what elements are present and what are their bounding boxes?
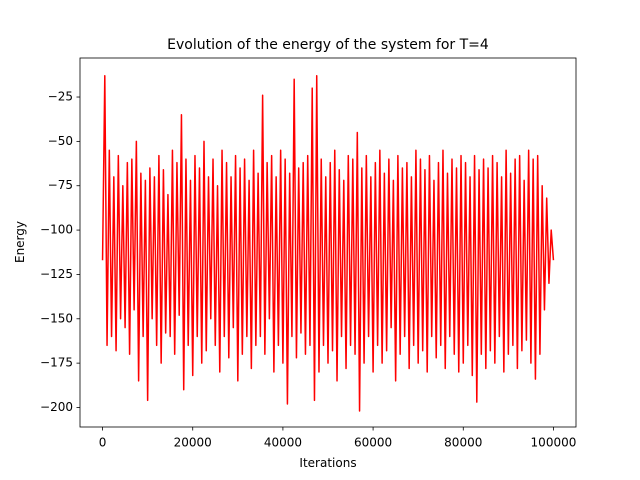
y-axis-label: Energy [13,221,27,263]
y-tick-label: −200 [40,400,73,414]
y-tick-label: −50 [48,134,73,148]
data-line [101,74,555,412]
x-tick-label: 60000 [354,436,392,450]
x-tick-label: 80000 [444,436,482,450]
axes-frame [79,57,577,428]
y-tick-label: −100 [40,223,73,237]
x-tick-label: 40000 [264,436,302,450]
x-tick-label: 0 [99,436,107,450]
x-tick-label: 100000 [531,436,577,450]
y-tick-label: −75 [48,178,73,192]
x-tick-label: 20000 [174,436,212,450]
y-tick-label: −150 [40,311,73,325]
y-tick-label: −25 [48,90,73,104]
y-tick-label: −175 [40,356,73,370]
x-axis-label: Iterations [299,456,356,470]
y-tick-label: −125 [40,267,73,281]
chart-title: Evolution of the energy of the system fo… [167,37,489,53]
